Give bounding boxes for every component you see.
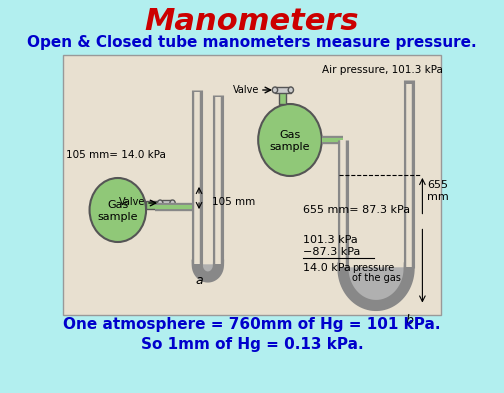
Text: mm: mm bbox=[427, 192, 449, 202]
Bar bbox=[216, 212, 221, 265]
Bar bbox=[162, 200, 171, 206]
Bar bbox=[340, 143, 346, 238]
Circle shape bbox=[272, 87, 278, 93]
Text: Valve: Valve bbox=[233, 85, 259, 95]
Text: sample: sample bbox=[270, 142, 310, 152]
Circle shape bbox=[170, 200, 175, 206]
Bar bbox=[275, 87, 291, 93]
Text: Gas: Gas bbox=[279, 130, 300, 140]
Text: 655 mm= 87.3 kPa: 655 mm= 87.3 kPa bbox=[303, 205, 410, 215]
Bar bbox=[407, 175, 412, 268]
Text: 101.3 kPa: 101.3 kPa bbox=[303, 235, 358, 245]
Text: Air pressure, 101.3 kPa: Air pressure, 101.3 kPa bbox=[322, 65, 443, 75]
Text: Gas: Gas bbox=[107, 200, 129, 210]
Bar bbox=[279, 92, 286, 104]
Circle shape bbox=[158, 200, 163, 206]
Bar bbox=[340, 238, 346, 268]
Text: 655: 655 bbox=[427, 180, 448, 190]
Text: Manometers: Manometers bbox=[145, 7, 359, 37]
Bar bbox=[195, 172, 200, 265]
Text: 14.0 kPa: 14.0 kPa bbox=[303, 263, 351, 273]
Text: 105 mm: 105 mm bbox=[212, 197, 256, 207]
Text: pressure: pressure bbox=[352, 263, 394, 273]
Text: One atmosphere = 760mm of Hg = 101 kPa.: One atmosphere = 760mm of Hg = 101 kPa. bbox=[63, 318, 441, 332]
Text: So 1mm of Hg = 0.13 kPa.: So 1mm of Hg = 0.13 kPa. bbox=[141, 338, 363, 353]
Text: Valve: Valve bbox=[119, 197, 145, 207]
Bar bbox=[63, 55, 441, 315]
Text: a: a bbox=[195, 274, 203, 286]
Text: 105 mm= 14.0 kPa: 105 mm= 14.0 kPa bbox=[67, 150, 166, 160]
Polygon shape bbox=[195, 265, 221, 276]
Text: of the gas: of the gas bbox=[352, 273, 401, 283]
Text: sample: sample bbox=[98, 212, 138, 222]
Bar bbox=[146, 201, 162, 209]
Text: Open & Closed tube manometers measure pressure.: Open & Closed tube manometers measure pr… bbox=[27, 35, 477, 50]
Bar bbox=[195, 92, 200, 172]
Polygon shape bbox=[340, 268, 412, 305]
Circle shape bbox=[90, 178, 146, 242]
Circle shape bbox=[288, 87, 293, 93]
Circle shape bbox=[258, 104, 322, 176]
Text: −87.3 kPa: −87.3 kPa bbox=[303, 247, 360, 257]
Text: b: b bbox=[405, 314, 413, 327]
